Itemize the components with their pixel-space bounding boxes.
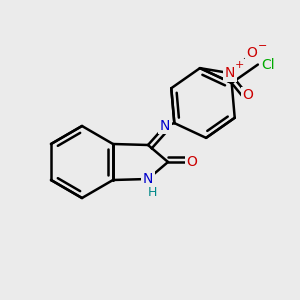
Text: N: N [160, 119, 170, 133]
Text: −: − [258, 41, 268, 51]
Text: O: O [247, 46, 257, 60]
Text: N: N [143, 172, 153, 186]
Text: +: + [235, 60, 244, 70]
Text: Cl: Cl [261, 58, 275, 72]
Text: N: N [225, 66, 235, 80]
Text: O: O [242, 88, 253, 102]
Text: O: O [187, 155, 197, 169]
Text: H: H [147, 187, 157, 200]
